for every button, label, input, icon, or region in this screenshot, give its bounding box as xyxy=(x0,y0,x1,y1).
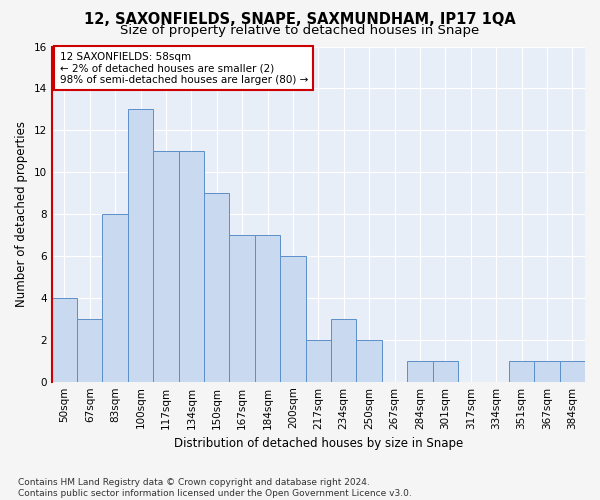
Bar xyxy=(103,214,128,382)
Bar xyxy=(255,235,280,382)
Text: 12 SAXONFIELDS: 58sqm
← 2% of detached houses are smaller (2)
98% of semi-detach: 12 SAXONFIELDS: 58sqm ← 2% of detached h… xyxy=(59,52,308,84)
Bar xyxy=(356,340,382,382)
X-axis label: Distribution of detached houses by size in Snape: Distribution of detached houses by size … xyxy=(174,437,463,450)
Bar xyxy=(204,193,229,382)
Bar xyxy=(560,360,585,382)
Y-axis label: Number of detached properties: Number of detached properties xyxy=(15,121,28,307)
Bar xyxy=(77,319,103,382)
Text: Size of property relative to detached houses in Snape: Size of property relative to detached ho… xyxy=(121,24,479,37)
Bar xyxy=(534,360,560,382)
Bar xyxy=(331,319,356,382)
Bar xyxy=(153,151,179,382)
Bar xyxy=(229,235,255,382)
Bar xyxy=(128,110,153,382)
Bar xyxy=(280,256,305,382)
Bar xyxy=(52,298,77,382)
Bar xyxy=(407,360,433,382)
Text: Contains HM Land Registry data © Crown copyright and database right 2024.
Contai: Contains HM Land Registry data © Crown c… xyxy=(18,478,412,498)
Bar xyxy=(433,360,458,382)
Bar xyxy=(305,340,331,382)
Bar xyxy=(509,360,534,382)
Bar xyxy=(179,151,204,382)
Text: 12, SAXONFIELDS, SNAPE, SAXMUNDHAM, IP17 1QA: 12, SAXONFIELDS, SNAPE, SAXMUNDHAM, IP17… xyxy=(84,12,516,28)
